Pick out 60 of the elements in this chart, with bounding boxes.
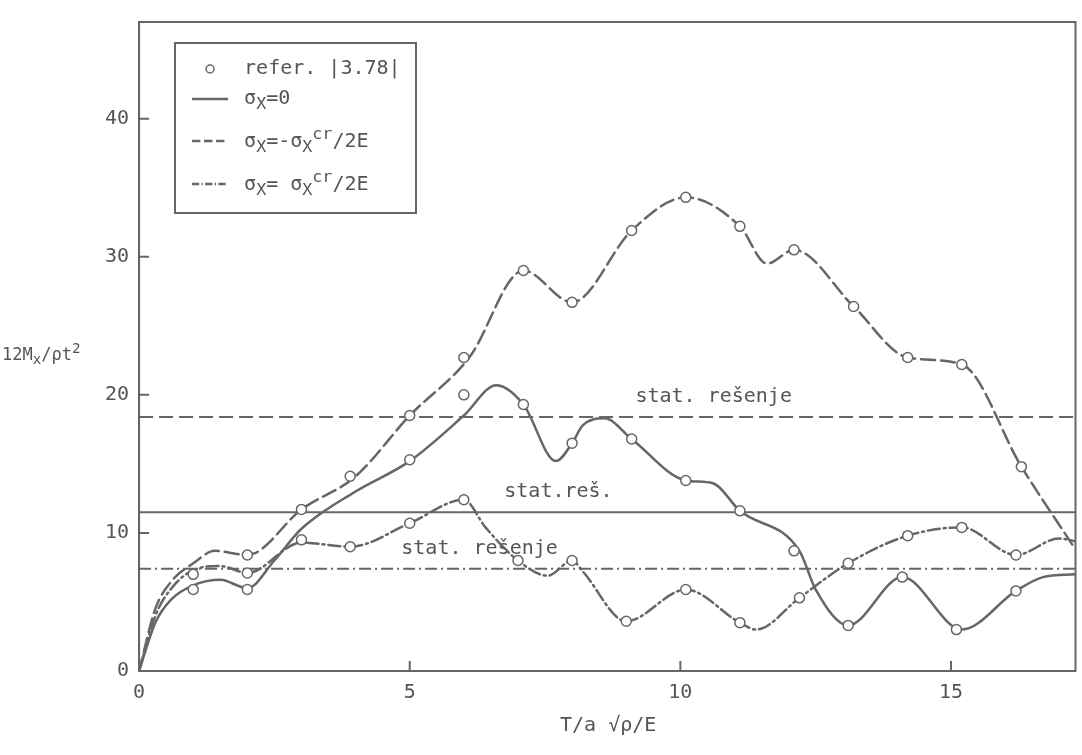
point <box>295 503 308 516</box>
point <box>1010 549 1022 561</box>
point <box>566 296 578 309</box>
point <box>241 549 254 561</box>
legend-label: σ$_{X}$= σ$_{X}$$^{cr}$/2E <box>243 165 370 201</box>
point <box>187 583 199 596</box>
point <box>295 534 308 546</box>
x-axis-title: T/a √ρ/E <box>560 712 657 736</box>
y-axis-title: 12M$_{x}$/ρt$^{2}$ <box>2 340 81 368</box>
y-tick-label: 20 <box>104 381 130 406</box>
point <box>517 398 530 411</box>
point <box>403 517 416 529</box>
point <box>956 521 968 534</box>
point <box>1010 585 1022 597</box>
point <box>793 592 806 604</box>
point <box>458 494 470 506</box>
point <box>241 583 254 596</box>
point <box>680 474 692 487</box>
y-tick-label: 0 <box>117 657 130 682</box>
point <box>403 453 416 466</box>
point <box>842 619 854 632</box>
point <box>950 623 963 636</box>
point <box>620 615 632 628</box>
y-tick-label: 10 <box>104 519 130 544</box>
point <box>680 583 692 596</box>
point <box>625 433 638 445</box>
point <box>901 351 914 364</box>
point <box>187 568 199 581</box>
point <box>458 351 470 364</box>
x-tick-label: 5 <box>403 679 416 704</box>
point <box>680 191 692 204</box>
point <box>241 567 254 579</box>
ref-line-label: stat. rešenje <box>635 383 792 408</box>
point <box>566 554 578 567</box>
point <box>1015 460 1028 473</box>
point <box>566 437 578 449</box>
point <box>788 244 800 256</box>
x-tick-label: 0 <box>133 679 146 704</box>
point <box>896 571 909 583</box>
ref-line-label: stat.reš. <box>504 478 613 503</box>
y-tick-label: 40 <box>104 104 130 129</box>
point <box>344 470 356 483</box>
legend-label: σ$_{X}$=-σ$_{X}$$^{cr}$/2E <box>243 123 370 158</box>
point <box>403 409 416 422</box>
legend-label: σ$_{X}$=0 <box>243 84 292 115</box>
point <box>956 358 968 371</box>
point <box>734 616 746 629</box>
point <box>458 389 470 401</box>
x-tick-label: 10 <box>668 679 693 704</box>
point <box>788 545 800 557</box>
point <box>344 540 356 553</box>
y-tick-label: 30 <box>104 242 130 267</box>
x-tick-label: 15 <box>938 679 964 704</box>
legend-label: refer. |3.78| <box>243 54 401 81</box>
point <box>901 529 914 542</box>
point <box>625 224 638 237</box>
point <box>734 220 746 233</box>
point <box>847 300 860 313</box>
point <box>734 505 746 517</box>
point <box>517 264 530 277</box>
